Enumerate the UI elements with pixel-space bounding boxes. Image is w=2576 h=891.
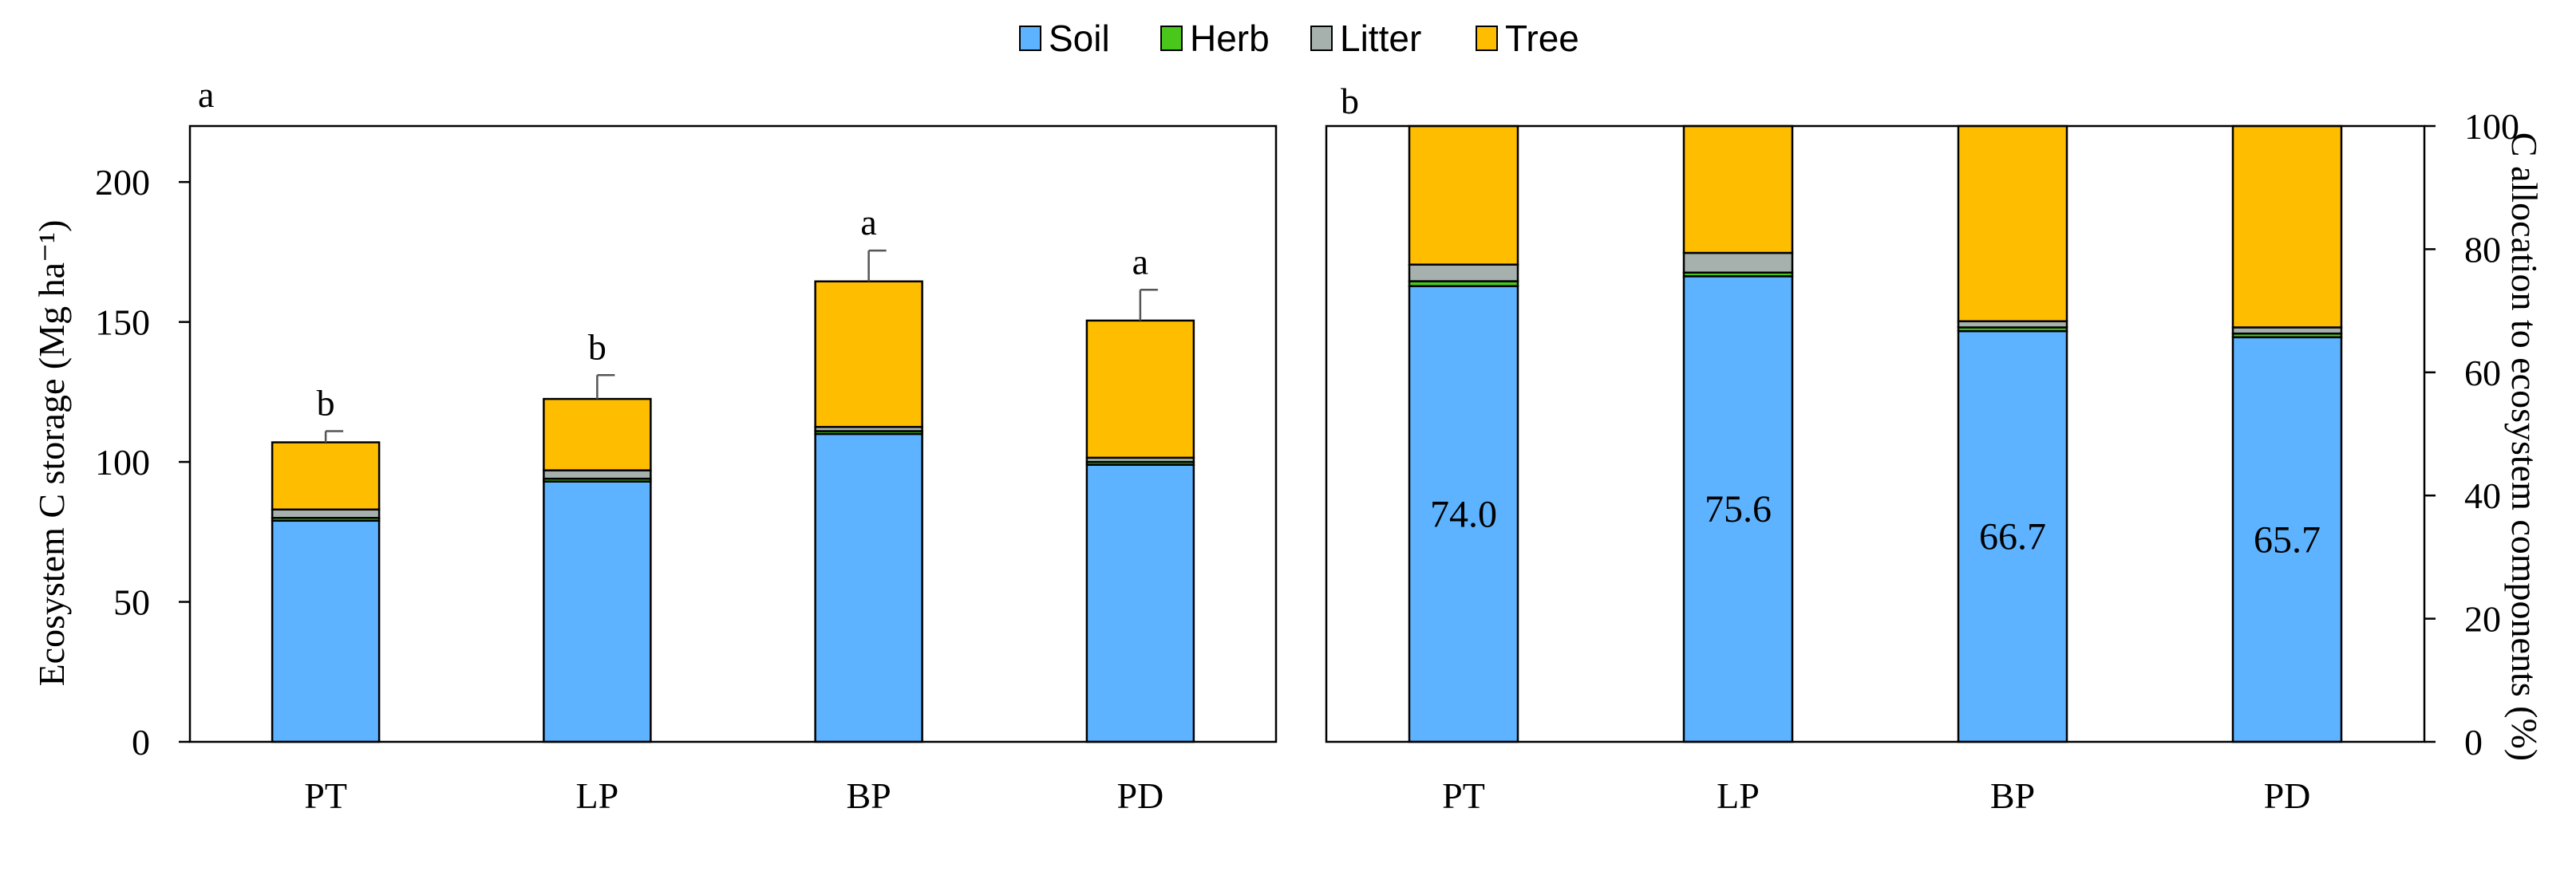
- panel-b-y-tick-label: 60: [2464, 353, 2501, 393]
- panel-b-frame: [1325, 124, 2426, 743]
- legend-swatch-tree: [1476, 26, 1498, 51]
- panel-b-y-tick-label: 80: [2464, 229, 2501, 270]
- panel-b-y-tick-label: 100: [2464, 106, 2519, 147]
- panel-b-x-category-bp: BP: [1990, 775, 2035, 816]
- panel-a-x-category-bp: BP: [846, 775, 891, 816]
- panel-b-bar-bp-soil: [1957, 329, 2068, 743]
- panel-b-x-category-pt: PT: [1442, 775, 1485, 816]
- panel-a-significance-pt: b: [317, 382, 335, 423]
- panel-a-label: a: [198, 74, 214, 115]
- panel-b-y-tick-label: 20: [2464, 599, 2501, 640]
- panel-a-x-category-pt: PT: [304, 775, 347, 816]
- panel-b-bar-lp-tree: [1682, 124, 1794, 254]
- panel-b-y-tick-label: 40: [2464, 475, 2501, 516]
- panel-b-bar-pt-soil: [1408, 285, 1519, 743]
- panel-b-x-category-lp: LP: [1717, 775, 1760, 816]
- panel-a-x-category-lp: LP: [576, 775, 619, 816]
- legend-label-tree: Tree: [1505, 18, 1579, 59]
- panel-a-y-tick-label: 0: [132, 722, 150, 763]
- panel-a-y-tick-label: 50: [113, 582, 150, 623]
- legend-swatch-herb: [1160, 26, 1183, 51]
- legend-label-litter: Litter: [1340, 18, 1421, 59]
- panel-b-y-axis-label: C allocation to ecosystem components (%): [2504, 132, 2545, 761]
- panel-b-soil-percent-lp: 75.6: [1705, 488, 1772, 530]
- panel-b-bar-bp-tree: [1957, 124, 2068, 322]
- panel-a-bar-lp-litter: [543, 469, 652, 480]
- panel-b-x-category-pd: PD: [2264, 775, 2311, 816]
- panel-a-bar-lp-soil: [543, 480, 652, 743]
- panel-a-bar-bp-soil: [814, 432, 923, 743]
- panel-b-bar-pt-litter: [1408, 263, 1519, 282]
- panel-a-bar-pt-tree: [271, 441, 381, 511]
- panel-a-bar-bp-tree: [814, 280, 923, 428]
- panel-a-y-tick-label: 100: [95, 442, 150, 483]
- panel-a-chart: a b b a a 0 50 100 150 200 PT LP BP PD Ecosystem C…: [31, 74, 1278, 816]
- panel-a-significance-lp: b: [588, 326, 606, 367]
- legend-label-soil: Soil: [1049, 18, 1110, 59]
- panel-b-bar-pd-tree: [2231, 124, 2343, 329]
- panel-b-bar-lp-litter: [1682, 251, 1794, 274]
- panel-a-y-tick-label: 200: [95, 162, 150, 203]
- panel-a-significance-pd: a: [1132, 241, 1148, 282]
- panel-a-frame: [188, 124, 1278, 743]
- panel-a-bar-pd-soil: [1085, 463, 1195, 743]
- panel-b-chart: b 74.0 75.6 66.7 65.7 0 20 40 60 80 100 PT LP BP PD…: [1325, 81, 2545, 816]
- panel-b-bar-lp-soil: [1682, 275, 1794, 743]
- panel-b-soil-percent-bp: 66.7: [1979, 516, 2046, 558]
- panel-a-bar-pt-litter: [271, 508, 381, 519]
- panel-b-bar-pd-soil: [2231, 336, 2343, 743]
- legend-swatch-litter: [1310, 26, 1333, 51]
- panel-b-soil-percent-pt: 74.0: [1430, 493, 1497, 535]
- legend-swatch-soil: [1019, 26, 1041, 51]
- panel-b-y-tick-label: 0: [2464, 722, 2483, 763]
- legend: Soil Herb Litter Tree: [1019, 18, 1579, 59]
- panel-b-bar-pt-tree: [1408, 124, 1519, 266]
- panel-a-y-axis-label: Ecosystem C storage (Mg ha⁻¹): [31, 220, 72, 687]
- panel-a-bar-lp-tree: [543, 397, 652, 471]
- panel-b-soil-percent-pd: 65.7: [2254, 518, 2321, 561]
- panel-a-y-tick-label: 150: [95, 302, 150, 343]
- panel-a-significance-bp: a: [860, 202, 876, 242]
- panel-b-label: b: [1341, 81, 1359, 121]
- panel-a-bar-pt-soil: [271, 519, 381, 743]
- legend-label-herb: Herb: [1190, 18, 1270, 59]
- panel-a-bar-pd-tree: [1085, 319, 1195, 459]
- panel-a-x-category-pd: PD: [1116, 775, 1164, 816]
